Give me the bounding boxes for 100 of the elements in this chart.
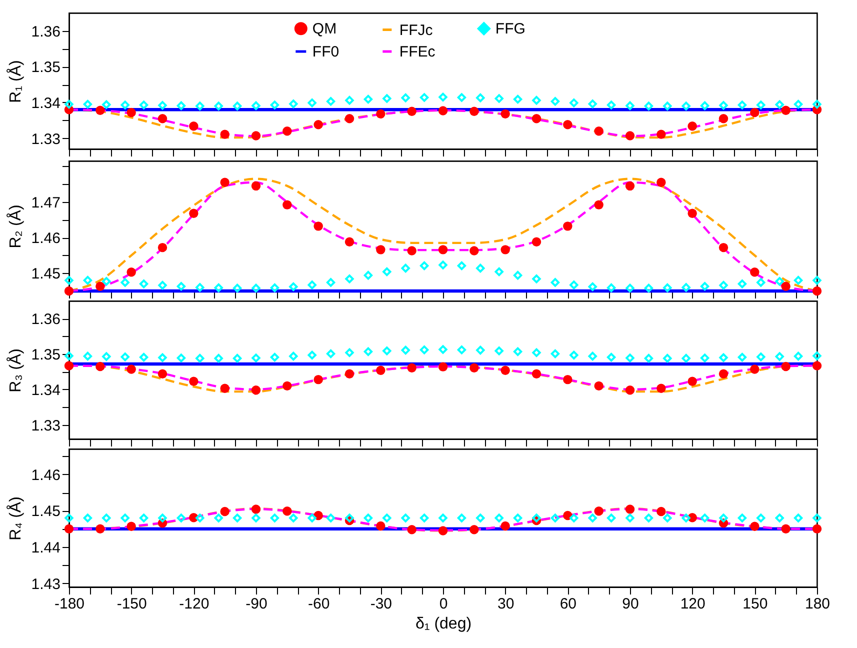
point [251, 386, 261, 395]
point [289, 282, 298, 292]
point [270, 514, 280, 522]
point [812, 351, 822, 360]
point [282, 200, 292, 210]
point [120, 352, 130, 362]
point [625, 504, 635, 514]
point [812, 361, 822, 370]
point [345, 96, 354, 105]
x-tick-label: -30 [370, 596, 392, 612]
point [344, 369, 354, 378]
point [64, 276, 74, 285]
point [750, 268, 760, 277]
point [345, 348, 354, 358]
point [775, 352, 784, 361]
point [588, 100, 597, 108]
y-tick-label: 1.46 [31, 230, 60, 248]
point [750, 364, 760, 374]
point [563, 374, 572, 384]
y-tick-label: 1.33 [31, 130, 60, 148]
point [438, 92, 448, 102]
point [719, 100, 728, 110]
point [438, 245, 448, 254]
point [500, 245, 510, 254]
y-axis-title: R₄ (Å) [6, 496, 24, 540]
point [644, 284, 654, 293]
point [656, 130, 666, 139]
point [513, 94, 522, 104]
point [220, 384, 230, 393]
point [812, 514, 822, 522]
point [139, 514, 148, 522]
point [550, 514, 560, 522]
point [420, 93, 429, 102]
point [513, 270, 522, 280]
point [588, 352, 597, 361]
point [158, 514, 167, 522]
point [656, 384, 666, 393]
point [364, 270, 373, 280]
point [189, 208, 198, 218]
point [500, 109, 510, 119]
point [314, 222, 323, 231]
legend-label: FFG [495, 20, 526, 38]
point [663, 514, 672, 522]
point [570, 280, 578, 290]
point [781, 282, 790, 291]
point [775, 277, 784, 286]
x-tick-label: -180 [54, 596, 85, 612]
point [682, 354, 690, 363]
point [470, 363, 479, 372]
point [688, 376, 697, 386]
point [96, 106, 105, 115]
x-tick-label: 150 [742, 596, 768, 612]
point [626, 101, 634, 110]
point [96, 362, 105, 372]
point [718, 114, 728, 124]
y-tick-label: 1.36 [31, 23, 60, 40]
point [644, 102, 654, 110]
point [102, 100, 111, 109]
point [252, 514, 260, 522]
point [794, 352, 803, 361]
point [376, 366, 386, 375]
point [688, 121, 697, 131]
point [83, 514, 92, 522]
point [563, 510, 572, 520]
point [64, 361, 74, 370]
point [781, 524, 790, 534]
point [625, 181, 635, 191]
point [196, 283, 204, 292]
point [682, 102, 690, 110]
point [570, 350, 578, 360]
point [282, 381, 292, 391]
y-axis-title: R₂ (Å) [6, 204, 24, 248]
point [176, 354, 186, 362]
point [438, 362, 448, 372]
point [64, 351, 74, 360]
x-tick-label: 30 [497, 596, 514, 612]
point [158, 353, 167, 362]
point [532, 514, 541, 522]
point [457, 261, 466, 270]
point [550, 278, 560, 287]
point [756, 352, 766, 362]
point [214, 354, 223, 363]
point [407, 246, 416, 256]
point [625, 131, 635, 140]
point [626, 514, 634, 522]
point [120, 278, 130, 287]
point [781, 106, 790, 115]
point [96, 524, 105, 534]
point [289, 352, 298, 361]
point [470, 525, 479, 534]
point [532, 348, 541, 358]
point [314, 374, 323, 384]
point [476, 264, 485, 273]
point [438, 514, 448, 522]
point [420, 345, 429, 354]
point [738, 514, 747, 522]
point [401, 93, 410, 102]
point [700, 354, 710, 362]
point [270, 100, 280, 110]
point [420, 514, 429, 522]
